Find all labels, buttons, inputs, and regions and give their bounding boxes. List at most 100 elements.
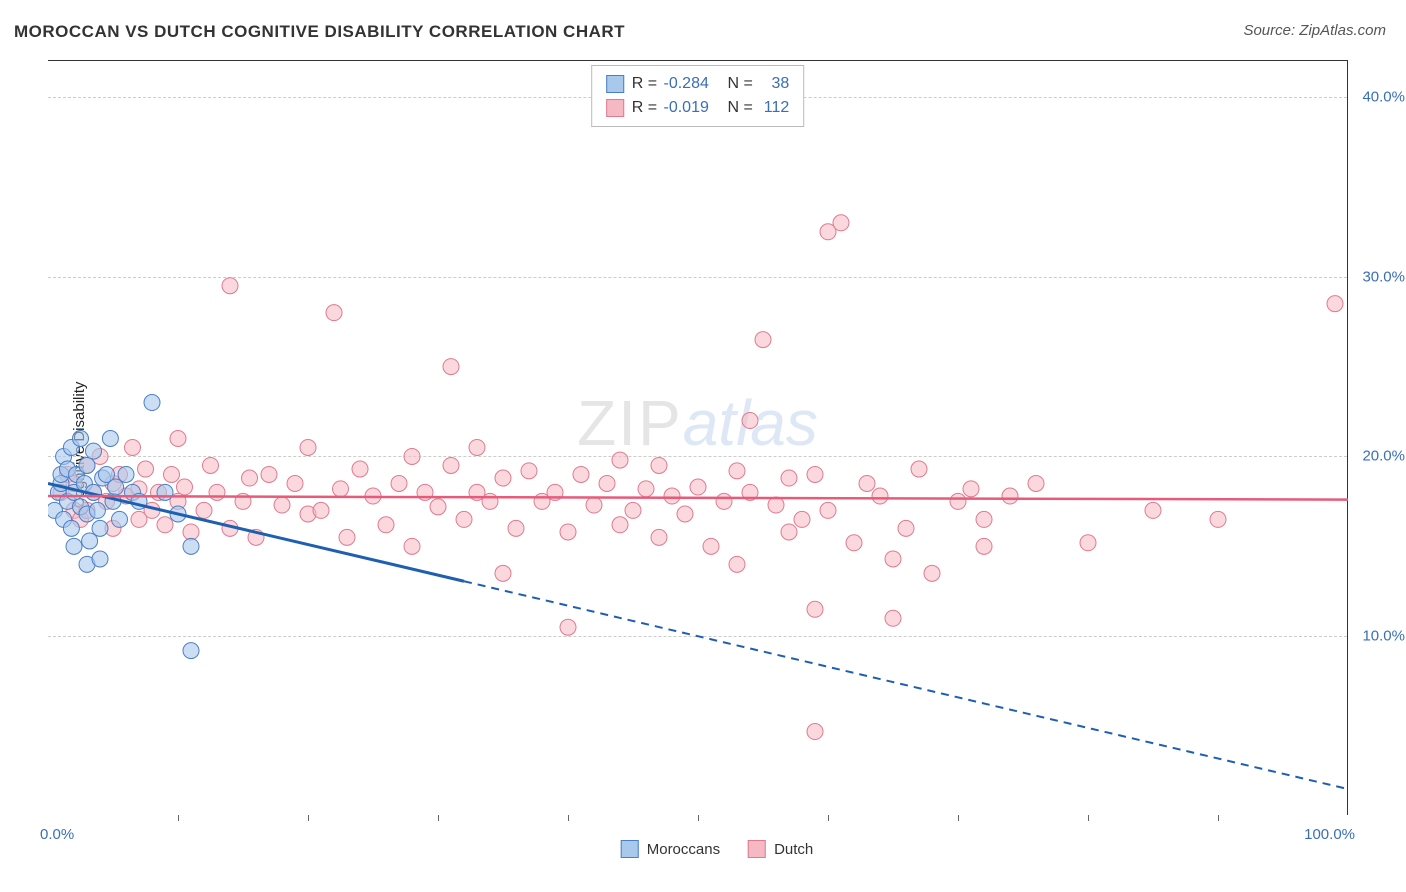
- y-tick-label: 20.0%: [1355, 448, 1405, 465]
- scatter-point: [222, 278, 238, 294]
- scatter-point: [599, 475, 615, 491]
- scatter-point: [755, 332, 771, 348]
- scatter-point: [976, 511, 992, 527]
- y-tick-label: 40.0%: [1355, 88, 1405, 105]
- scatter-point: [326, 305, 342, 321]
- scatter-point: [625, 502, 641, 518]
- scatter-point: [63, 520, 79, 536]
- scatter-point: [781, 470, 797, 486]
- chart-title: MOROCCAN VS DUTCH COGNITIVE DISABILITY C…: [14, 22, 625, 42]
- scatter-point: [833, 215, 849, 231]
- scatter-point: [183, 538, 199, 554]
- scatter-point: [274, 497, 290, 513]
- stats-r-0: -0.284: [664, 72, 720, 96]
- stats-swatch-1: [606, 99, 624, 117]
- scatter-point: [482, 493, 498, 509]
- scatter-point: [807, 466, 823, 482]
- scatter-point: [885, 610, 901, 626]
- scatter-point: [300, 439, 316, 455]
- scatter-point: [807, 601, 823, 617]
- scatter-point: [89, 502, 105, 518]
- scatter-point: [287, 475, 303, 491]
- scatter-point: [196, 502, 212, 518]
- scatter-point: [138, 461, 154, 477]
- scatter-point: [1028, 475, 1044, 491]
- scatter-point: [391, 475, 407, 491]
- scatter-point: [456, 511, 472, 527]
- scatter-point: [781, 524, 797, 540]
- scatter-point: [339, 529, 355, 545]
- legend-swatch-0: [621, 840, 639, 858]
- scatter-point: [157, 517, 173, 533]
- scatter-point: [86, 443, 102, 459]
- stats-n-1: 112: [759, 96, 789, 120]
- scatter-point: [794, 511, 810, 527]
- scatter-point: [112, 511, 128, 527]
- stats-swatch-0: [606, 75, 624, 93]
- scatter-point: [911, 461, 927, 477]
- scatter-point: [313, 502, 329, 518]
- scatter-point: [872, 488, 888, 504]
- legend-item-0: Moroccans: [621, 840, 720, 858]
- scatter-point: [820, 502, 836, 518]
- stats-box: R = -0.284 N = 38 R = -0.019 N = 112: [591, 65, 805, 127]
- scatter-point: [950, 493, 966, 509]
- scatter-point: [508, 520, 524, 536]
- legend: Moroccans Dutch: [621, 840, 814, 858]
- scatter-point: [242, 470, 258, 486]
- scatter-point: [1145, 502, 1161, 518]
- scatter-point: [378, 517, 394, 533]
- scatter-point: [66, 538, 82, 554]
- legend-label-1: Dutch: [774, 841, 813, 858]
- legend-item-1: Dutch: [748, 840, 813, 858]
- scatter-point: [164, 466, 180, 482]
- scatter-point: [443, 457, 459, 473]
- scatter-point: [177, 479, 193, 495]
- scatter-point: [612, 452, 628, 468]
- scatter-point: [729, 556, 745, 572]
- scatter-point: [924, 565, 940, 581]
- scatter-point: [742, 413, 758, 429]
- scatter-point: [963, 481, 979, 497]
- stats-r-1: -0.019: [664, 96, 720, 120]
- scatter-point: [125, 439, 141, 455]
- scatter-point: [664, 488, 680, 504]
- scatter-point: [1002, 488, 1018, 504]
- scatter-point: [352, 461, 368, 477]
- scatter-point: [677, 506, 693, 522]
- scatter-point: [261, 466, 277, 482]
- scatter-point: [102, 431, 118, 447]
- scatter-point: [203, 457, 219, 473]
- scatter-point: [885, 551, 901, 567]
- scatter-point: [521, 463, 537, 479]
- scatter-point: [846, 535, 862, 551]
- scatter-point: [612, 517, 628, 533]
- scatter-point: [495, 565, 511, 581]
- scatter-point: [495, 470, 511, 486]
- scatter-point: [1080, 535, 1096, 551]
- scatter-point: [1327, 296, 1343, 312]
- scatter-point: [443, 359, 459, 375]
- scatter-point: [729, 463, 745, 479]
- scatter-point: [898, 520, 914, 536]
- trend-line-dashed: [464, 581, 1348, 789]
- scatter-point: [560, 524, 576, 540]
- scatter-point: [170, 431, 186, 447]
- scatter-point: [157, 484, 173, 500]
- scatter-point: [703, 538, 719, 554]
- scatter-point: [73, 431, 89, 447]
- legend-swatch-1: [748, 840, 766, 858]
- scatter-point: [469, 439, 485, 455]
- scatter-point: [768, 497, 784, 513]
- scatter-point: [1210, 511, 1226, 527]
- legend-label-0: Moroccans: [647, 841, 720, 858]
- scatter-point: [209, 484, 225, 500]
- scatter-point: [651, 529, 667, 545]
- x-axis-min-label: 0.0%: [40, 826, 74, 843]
- stats-row-1: R = -0.019 N = 112: [606, 96, 790, 120]
- scatter-point: [638, 481, 654, 497]
- scatter-point: [118, 466, 134, 482]
- scatter-point: [144, 395, 160, 411]
- stats-n-0: 38: [759, 72, 789, 96]
- scatter-point: [651, 457, 667, 473]
